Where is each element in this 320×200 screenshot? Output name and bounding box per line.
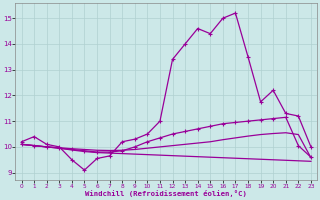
X-axis label: Windchill (Refroidissement éolien,°C): Windchill (Refroidissement éolien,°C) [85,190,247,197]
